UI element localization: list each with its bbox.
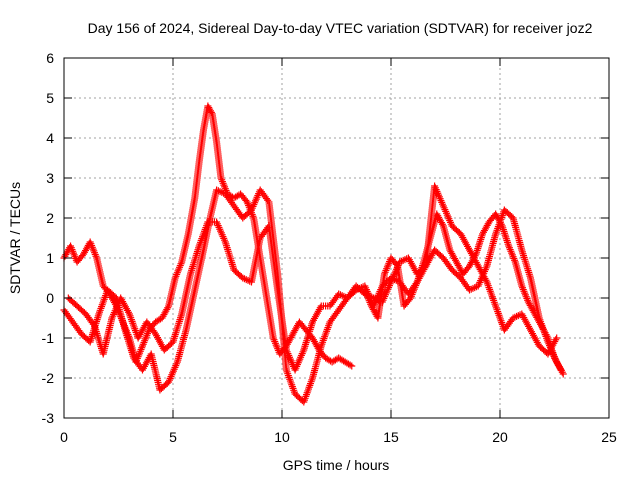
data-point [438,220,446,228]
data-point [346,361,354,369]
data-point [471,252,479,260]
data-point [264,196,272,204]
x-tick-label: 5 [169,429,177,445]
y-tick-label: 5 [46,90,54,106]
x-axis-label: GPS time / hours [283,457,390,473]
data-point [392,260,400,268]
y-tick-label: -1 [42,330,55,346]
data-point [207,108,215,116]
data-point [557,366,565,374]
axis-ticks [63,57,610,419]
x-tick-label: 10 [274,429,290,445]
data-point [164,304,172,312]
x-tick-label: 15 [383,429,399,445]
y-tick-label: -2 [42,370,55,386]
y-tick-label: 4 [46,130,54,146]
data-point [497,220,505,228]
data-point [553,334,561,342]
y-tick-label: 2 [46,210,54,226]
series-s3 [64,182,561,374]
y-tick-labels: -3 -2 -1 0 1 2 3 4 5 6 [42,50,55,426]
data-point [559,370,567,378]
y-tick-label: -3 [42,410,55,426]
x-tick-label: 25 [601,429,617,445]
x-tick-label: 0 [60,429,68,445]
data-point [89,320,97,328]
y-tick-label: 6 [46,50,54,66]
data-point [348,362,356,370]
x-tick-label: 20 [492,429,508,445]
x-tick-labels: 0 5 10 15 20 25 [60,429,617,445]
plot-frame [63,57,610,419]
y-tick-label: 0 [46,290,54,306]
y-tick-label: 3 [46,170,54,186]
y-tick-label: 1 [46,250,54,266]
series-s4 [361,210,565,374]
y-axis-label: SDTVAR / TECUs [7,182,23,294]
data-points [60,102,567,406]
chart-title: Day 156 of 2024, Sidereal Day-to-day VTE… [88,20,593,36]
data-point [556,364,564,372]
data-point [543,332,551,340]
